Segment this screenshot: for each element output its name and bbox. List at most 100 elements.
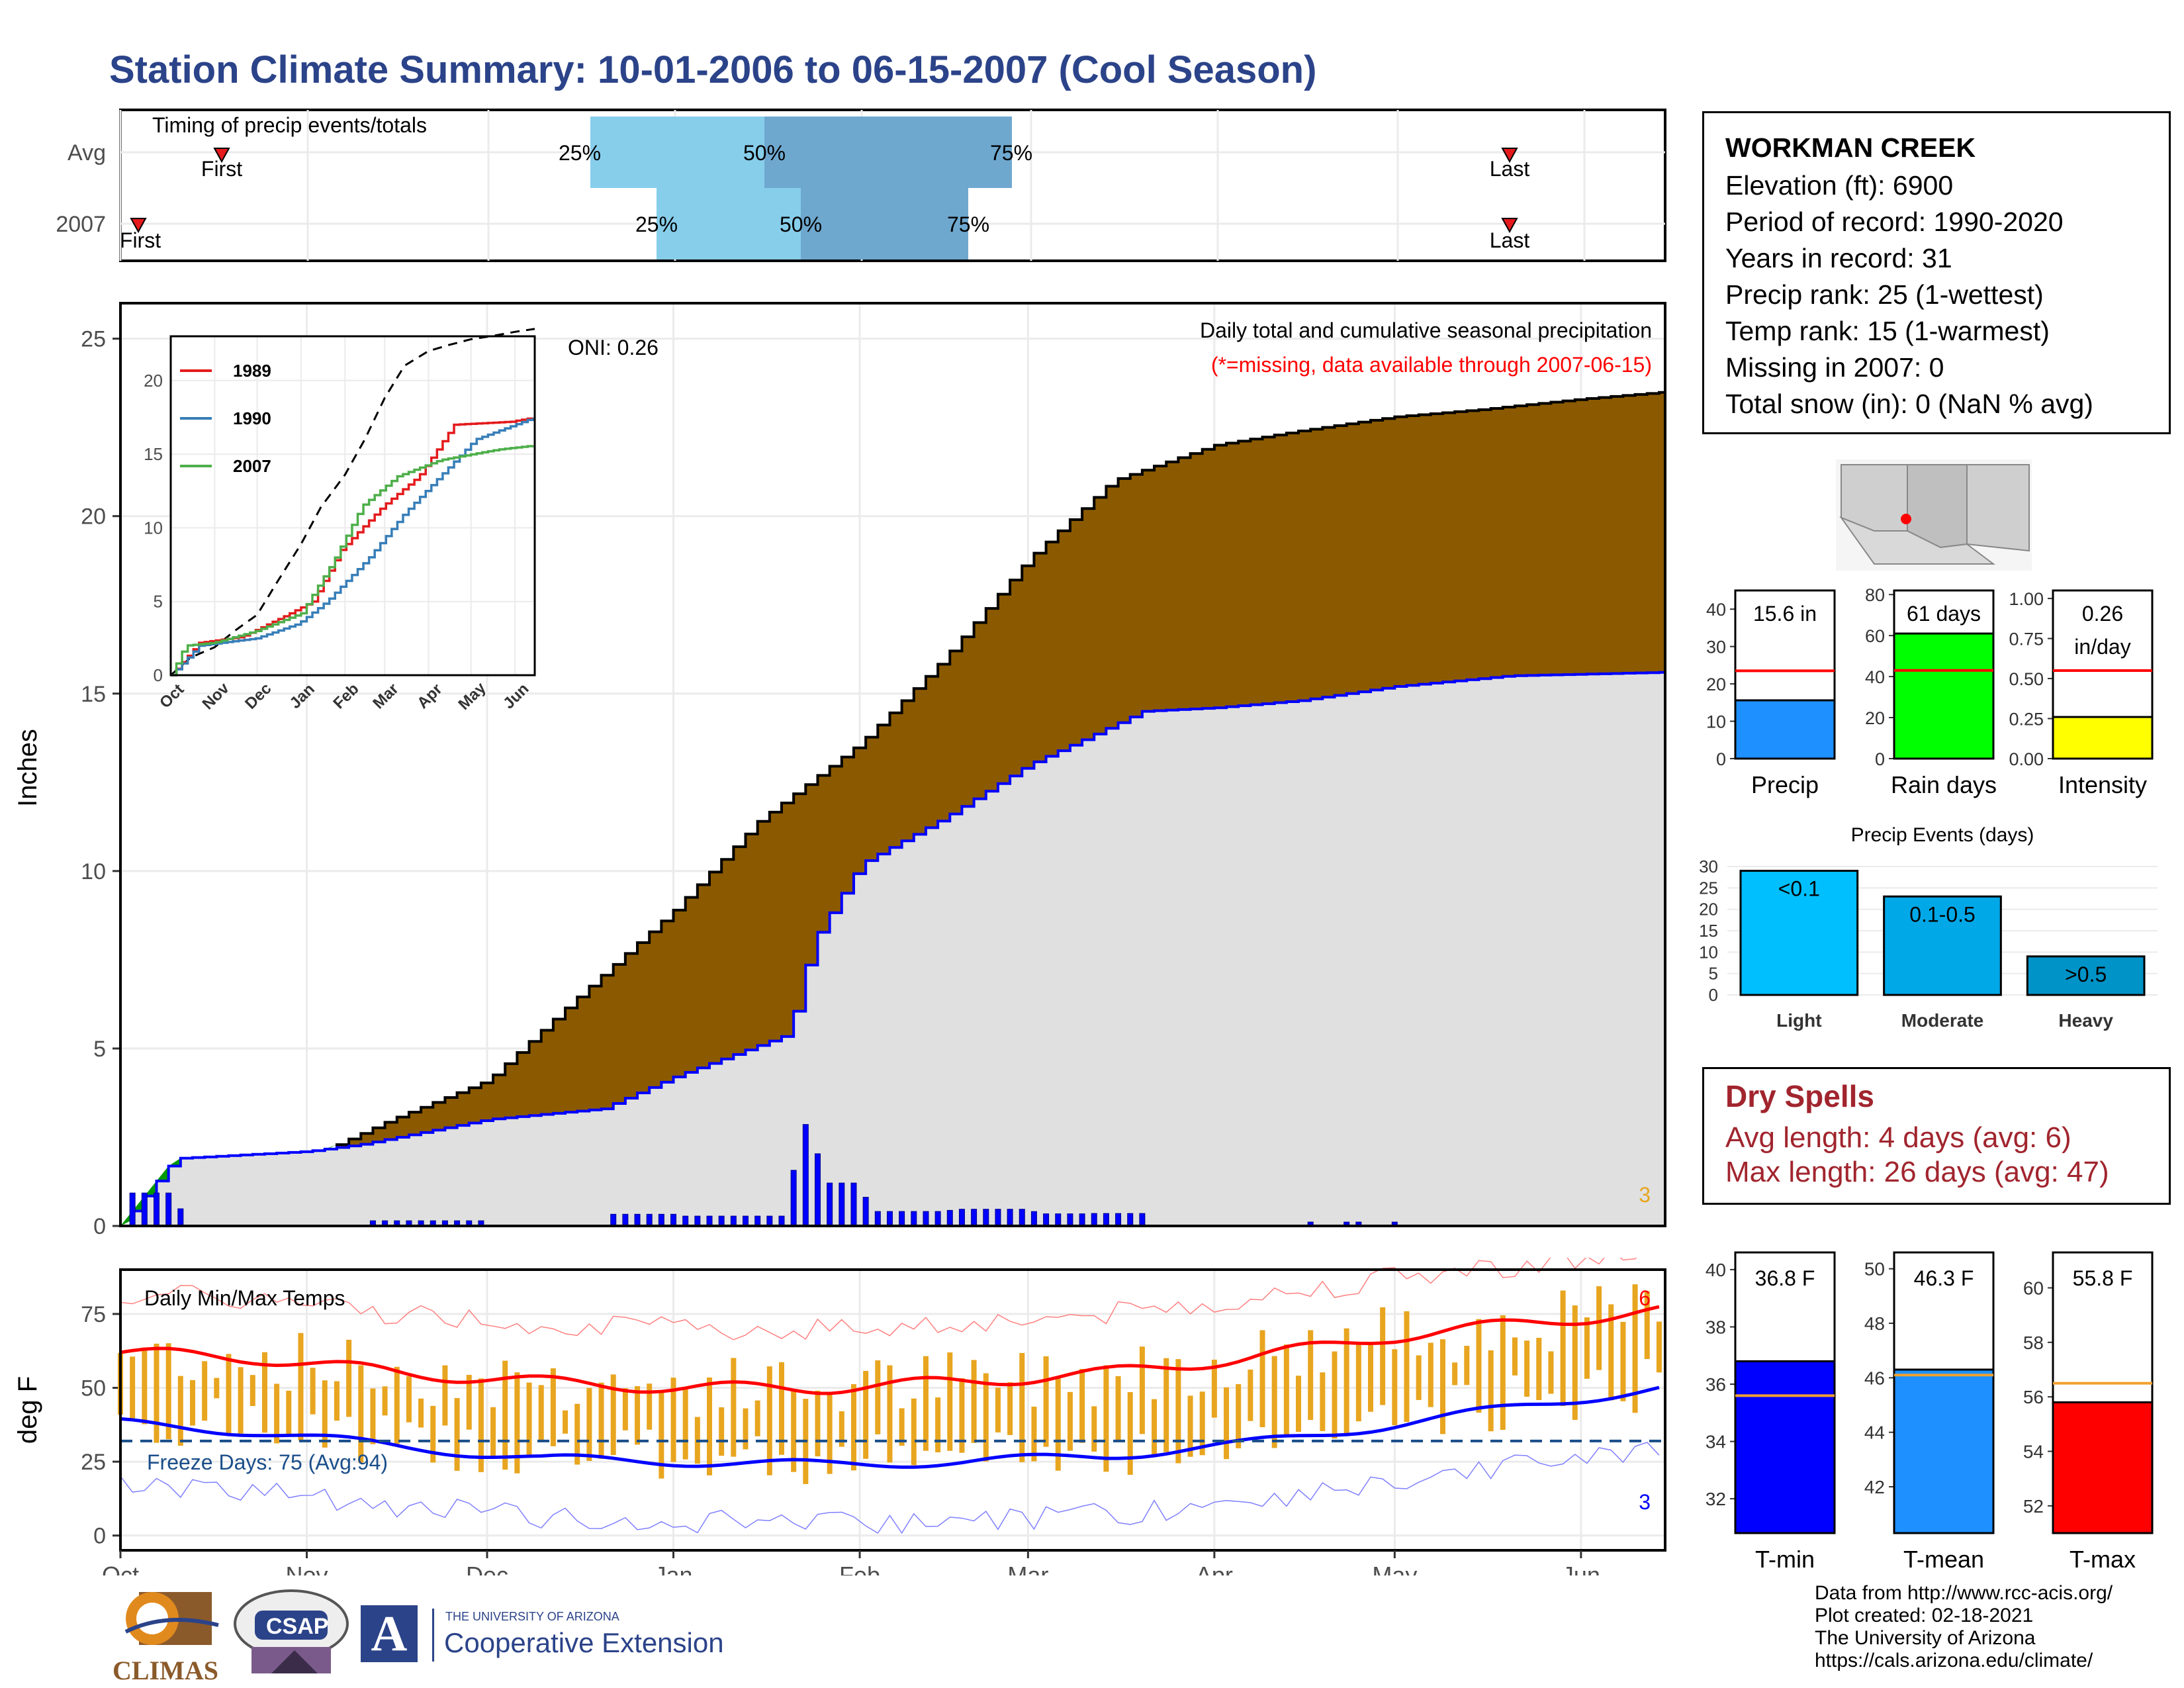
- daily-temp-bar: [1464, 1346, 1470, 1385]
- daily-temp-bar: [1103, 1365, 1109, 1472]
- daily-precip-bar: [129, 1192, 136, 1227]
- dry-spells-title: Dry Spells: [1725, 1079, 1874, 1113]
- daily-temp-bar: [875, 1360, 881, 1434]
- station-total-snow: Total snow (in): 0 (NaN % avg): [1725, 389, 2093, 419]
- daily-precip-bar: [1030, 1211, 1037, 1227]
- precip-panel: Inches 0 5 10 15 20 25 Daily total and cumula…: [13, 302, 1666, 1239]
- credits-data-source: Data from http://www.rcc-acis.org/: [1815, 1582, 2113, 1604]
- daily-temp-bar: [1091, 1406, 1097, 1452]
- events-title: Precip Events (days): [1851, 824, 2034, 846]
- precip-y-ticks: 0 5 10 15 20 25: [81, 327, 120, 1239]
- avg-min-temp-line: [120, 1385, 1660, 1469]
- daily-temp-bar: [1560, 1290, 1566, 1407]
- daily-temp-bar: [766, 1366, 772, 1476]
- daily-precip-bar: [814, 1153, 821, 1227]
- month-label: Jan: [654, 1562, 692, 1575]
- precip-bar-tick-label: 0.75: [2009, 630, 2044, 649]
- daily-precip-bar: [1007, 1209, 1013, 1227]
- daily-precip-bar: [971, 1209, 978, 1227]
- daily-temp-bar: [322, 1380, 328, 1448]
- daily-temp-bar: [670, 1378, 676, 1462]
- daily-precip-bar: [827, 1182, 833, 1227]
- events-tick-label: 0: [1709, 985, 1718, 1005]
- credits: Data from http://www.rcc-acis.org/ Plot …: [1815, 1582, 2113, 1672]
- station-info-box: WORKMAN CREEK Elevation (ft): 6900 Perio…: [1702, 111, 2171, 434]
- daily-temp-bar: [1572, 1305, 1578, 1420]
- y2007-p50-label: 50%: [780, 212, 822, 236]
- timing-row-2007-name: 2007: [56, 212, 106, 237]
- page-title: Station Climate Summary: 10-01-2006 to 0…: [109, 48, 1317, 91]
- events-tick-label: 15: [1699, 921, 1718, 941]
- daily-temp-bar: [1007, 1382, 1013, 1435]
- month-label: Jun: [1562, 1562, 1600, 1575]
- temp-summary-bars: 32 34 36 38 40 36.8 F T-min 42 44 46 48 50 46.3 F T-m…: [1706, 1251, 2154, 1573]
- temp-bar-tick-label: 42: [1864, 1477, 1885, 1497]
- daily-temp-bar: [189, 1380, 195, 1426]
- events-bar-name: Heavy: [2058, 1010, 2113, 1031]
- daily-temp-bar: [1439, 1339, 1445, 1434]
- daily-temp-bar: [466, 1374, 472, 1430]
- daily-precip-bar: [682, 1215, 689, 1227]
- daily-temp-bar: [1055, 1378, 1061, 1471]
- daily-precip-bar: [802, 1124, 809, 1227]
- daily-temp-bar: [719, 1407, 725, 1456]
- daily-temp-bar: [370, 1388, 376, 1444]
- precip-bar-tick-label: 40: [1865, 667, 1885, 687]
- daily-temp-bar: [622, 1388, 628, 1430]
- daily-temp-bar: [827, 1393, 833, 1474]
- daily-temp-bar: [778, 1362, 784, 1455]
- y2007-last-label: Last: [1490, 228, 1530, 252]
- precip-bar-tick-label: 20: [1706, 675, 1726, 694]
- daily-temp-bar: [971, 1360, 977, 1443]
- daily-temp-bar: [142, 1347, 148, 1425]
- ua-a-icon: A: [361, 1605, 418, 1662]
- freeze-days-label: Freeze Days: 75 (Avg:94): [147, 1450, 388, 1474]
- daily-temp-bar: [1428, 1342, 1433, 1407]
- month-label: Apr: [1196, 1562, 1233, 1575]
- daily-temp-bar: [1536, 1337, 1542, 1401]
- inset-legend-label: 2007: [233, 456, 271, 476]
- oni-label: ONI: 0.26: [568, 336, 659, 359]
- daily-temp-bar: [1271, 1356, 1277, 1448]
- daily-precip-bar: [850, 1182, 857, 1227]
- daily-temp-bar: [839, 1411, 844, 1447]
- timing-label: Timing of precip events/totals: [152, 113, 427, 137]
- avg-p75-label: 75%: [990, 141, 1032, 165]
- daily-temp-bar: [610, 1374, 616, 1456]
- daily-precip-bar: [754, 1215, 761, 1227]
- temp-bar-tick-label: 40: [1706, 1260, 1726, 1280]
- missing-note: (*=missing, data available through 2007-…: [1211, 353, 1652, 377]
- month-label: Mar: [1007, 1562, 1048, 1575]
- daily-precip-bar: [983, 1209, 989, 1227]
- events-bar-name: Moderate: [1901, 1010, 1983, 1031]
- daily-temp-bar: [935, 1397, 941, 1452]
- daily-precip-bar: [1127, 1213, 1134, 1227]
- daily-temp-bar: [815, 1390, 821, 1457]
- daily-temp-bar: [1452, 1362, 1458, 1385]
- events-tick-label: 25: [1699, 878, 1718, 898]
- daily-precip-bar: [1091, 1213, 1097, 1227]
- precip-bar-tick-label: 80: [1865, 585, 1885, 605]
- avg-max-temp-line: [120, 1305, 1660, 1395]
- temp-bar-tick-label: 34: [1706, 1432, 1726, 1452]
- daily-temp-bar: [274, 1383, 280, 1444]
- daily-temp-bar: [1139, 1346, 1145, 1434]
- events-bar: [1883, 895, 2002, 996]
- station-name: WORKMAN CREEK: [1725, 132, 1976, 163]
- daily-temp-bar: [454, 1397, 460, 1471]
- daily-temp-bar: [1211, 1359, 1217, 1418]
- events-bar-name: Light: [1776, 1010, 1821, 1031]
- y2007-p25-label: 25%: [635, 212, 678, 236]
- daily-temp-bar: [1308, 1330, 1314, 1420]
- temp-bar-tick-label: 60: [2023, 1278, 2044, 1299]
- station-precip-rank: Precip rank: 25 (1-wettest): [1725, 279, 2044, 310]
- temp-bar-fill: [1734, 1360, 1836, 1534]
- month-label: May: [1372, 1562, 1417, 1575]
- precip-bar-tick-label: 60: [1865, 626, 1885, 646]
- daily-temp-bar: [731, 1358, 737, 1457]
- precip-bar-name: Intensity: [2058, 771, 2147, 798]
- daily-temp-bar: [1548, 1351, 1554, 1394]
- csap-text: CSAP: [266, 1614, 329, 1639]
- daily-temp-bar: [538, 1385, 544, 1441]
- daily-temp-bar: [394, 1366, 400, 1444]
